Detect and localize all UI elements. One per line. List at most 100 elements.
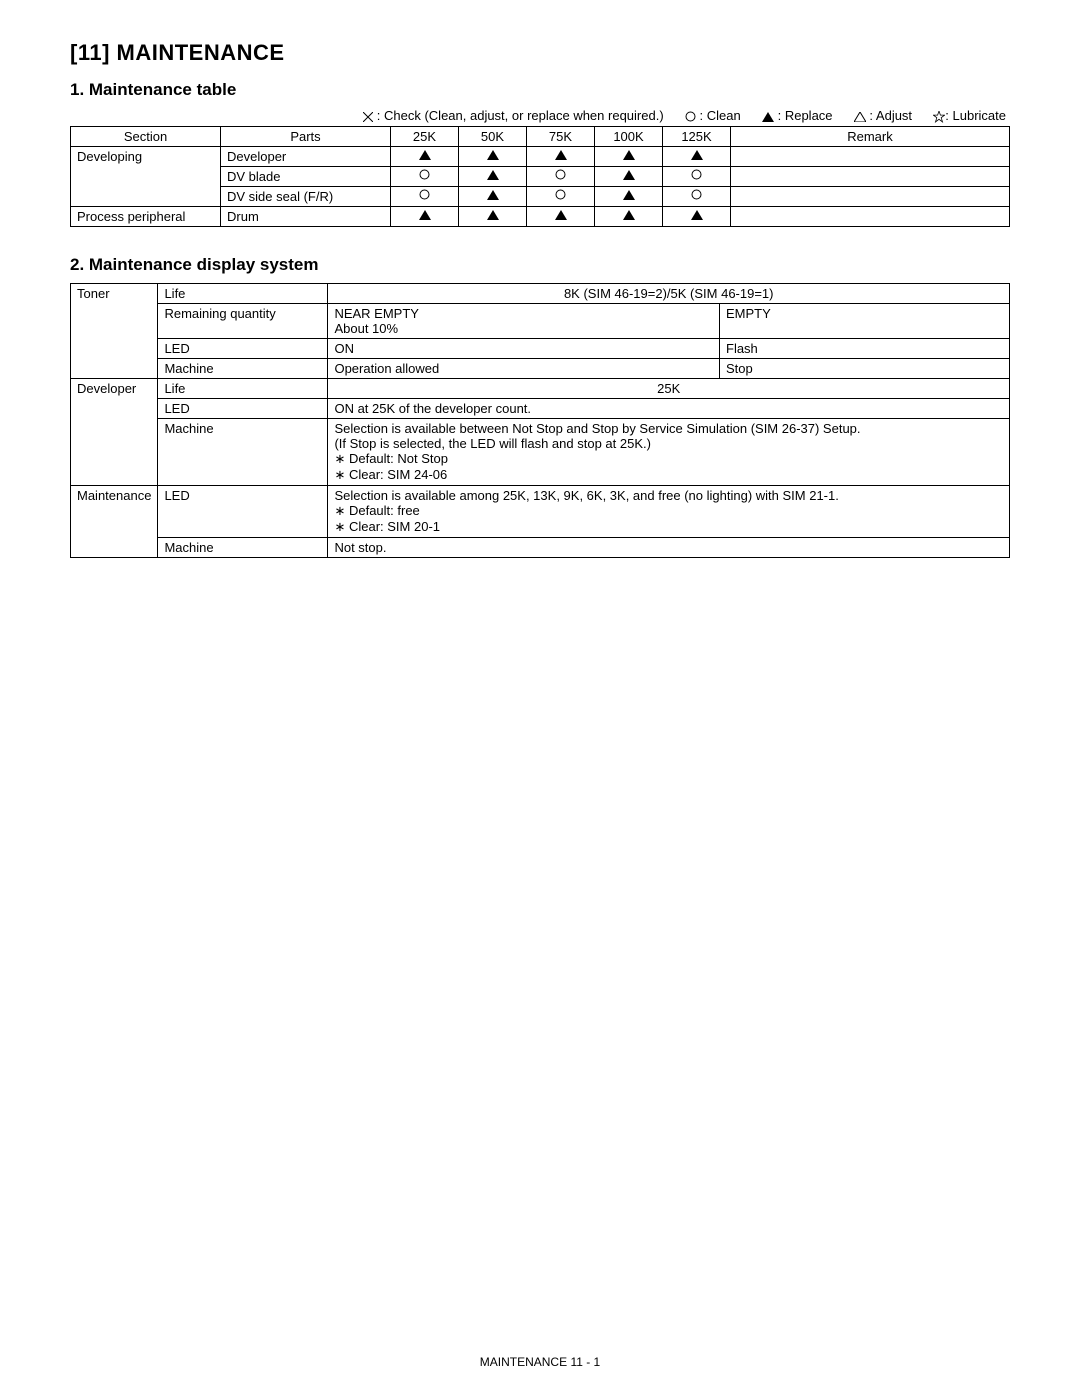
cell-parts: Developer — [221, 147, 391, 167]
toner-label: Toner — [71, 284, 158, 379]
cell-section: Process peripheral — [71, 207, 221, 227]
th-25k: 25K — [391, 127, 459, 147]
cell-symbol — [391, 187, 459, 207]
cell-symbol — [663, 167, 731, 187]
developer-machine-label: Machine — [158, 419, 328, 486]
developer-machine-line1: Selection is available between Not Stop … — [334, 421, 1003, 436]
triangle-fill-icon — [762, 112, 774, 122]
maintenance-table: Section Parts 25K 50K 75K 100K 125K Rema… — [70, 126, 1010, 227]
th-125k: 125K — [663, 127, 731, 147]
toner-led-right: Flash — [720, 339, 1010, 359]
maintenance-led-line1: Selection is available among 25K, 13K, 9… — [334, 488, 1003, 503]
cell-symbol — [595, 167, 663, 187]
cell-symbol — [595, 147, 663, 167]
cross-icon — [363, 112, 373, 122]
th-50k: 50K — [459, 127, 527, 147]
cell-symbol — [459, 167, 527, 187]
cell-symbol — [595, 207, 663, 227]
triangle-fill-icon — [419, 150, 431, 160]
toner-life-label: Life — [158, 284, 328, 304]
circle-icon — [685, 111, 696, 122]
toner-led-label: LED — [158, 339, 328, 359]
table-row: Process peripheralDrum — [71, 207, 1010, 227]
cell-symbol — [663, 207, 731, 227]
circle-icon — [555, 169, 566, 180]
developer-life-label: Life — [158, 379, 328, 399]
circle-icon — [419, 169, 430, 180]
triangle-fill-icon — [623, 150, 635, 160]
th-remark: Remark — [731, 127, 1010, 147]
circle-icon — [555, 189, 566, 200]
cell-symbol — [527, 187, 595, 207]
maintenance-led-value: Selection is available among 25K, 13K, 9… — [328, 486, 1010, 538]
cell-symbol — [459, 147, 527, 167]
toner-machine-label: Machine — [158, 359, 328, 379]
toner-machine-left: Operation allowed — [328, 359, 720, 379]
toner-rq-left-2: About 10% — [334, 321, 713, 336]
legend-replace: : Replace — [778, 108, 833, 123]
legend-lubricate: : Lubricate — [945, 108, 1006, 123]
developer-machine-bullet2: Clear: SIM 24-06 — [334, 467, 1003, 483]
th-100k: 100K — [595, 127, 663, 147]
cell-symbol — [459, 207, 527, 227]
th-section: Section — [71, 127, 221, 147]
cell-symbol — [391, 147, 459, 167]
triangle-fill-icon — [487, 210, 499, 220]
triangle-fill-icon — [691, 150, 703, 160]
circle-icon — [419, 189, 430, 200]
toner-machine-right: Stop — [720, 359, 1010, 379]
th-75k: 75K — [527, 127, 595, 147]
maintenance-led-label: LED — [158, 486, 328, 538]
developer-led-label: LED — [158, 399, 328, 419]
cell-symbol — [527, 167, 595, 187]
triangle-fill-icon — [623, 210, 635, 220]
cell-symbol — [663, 187, 731, 207]
cell-remark — [731, 147, 1010, 167]
triangle-fill-icon — [487, 170, 499, 180]
cell-remark — [731, 207, 1010, 227]
cell-symbol — [595, 187, 663, 207]
cell-symbol — [391, 167, 459, 187]
developer-label: Developer — [71, 379, 158, 486]
triangle-fill-icon — [623, 170, 635, 180]
triangle-open-icon — [854, 112, 866, 122]
circle-icon — [691, 189, 702, 200]
triangle-fill-icon — [555, 150, 567, 160]
developer-machine-line2: (If Stop is selected, the LED will flash… — [334, 436, 1003, 451]
chapter-title: [11] MAINTENANCE — [70, 40, 1010, 66]
section2-title: 2. Maintenance display system — [70, 255, 1010, 275]
developer-life-value: 25K — [328, 379, 1010, 399]
th-parts: Parts — [221, 127, 391, 147]
legend-adjust: : Adjust — [869, 108, 912, 123]
cell-symbol — [527, 147, 595, 167]
toner-life-value: 8K (SIM 46-19=2)/5K (SIM 46-19=1) — [328, 284, 1010, 304]
cell-parts: Drum — [221, 207, 391, 227]
triangle-fill-icon — [555, 210, 567, 220]
maintenance-label: Maintenance — [71, 486, 158, 558]
developer-machine-value: Selection is available between Not Stop … — [328, 419, 1010, 486]
toner-rq-left: NEAR EMPTY About 10% — [328, 304, 720, 339]
maintenance-led-bullet1: Default: free — [334, 503, 1003, 519]
display-system-table: Toner Life 8K (SIM 46-19=2)/5K (SIM 46-1… — [70, 283, 1010, 558]
toner-rq-right: EMPTY — [720, 304, 1010, 339]
developer-machine-bullet1: Default: Not Stop — [334, 451, 1003, 467]
legend: : Check (Clean, adjust, or replace when … — [70, 108, 1010, 123]
cell-parts: DV side seal (F/R) — [221, 187, 391, 207]
triangle-fill-icon — [487, 150, 499, 160]
section1-title: 1. Maintenance table — [70, 80, 1010, 100]
table-header-row: Section Parts 25K 50K 75K 100K 125K Rema… — [71, 127, 1010, 147]
triangle-fill-icon — [623, 190, 635, 200]
toner-led-left: ON — [328, 339, 720, 359]
cell-symbol — [391, 207, 459, 227]
developer-led-value: ON at 25K of the developer count. — [328, 399, 1010, 419]
maintenance-machine-value: Not stop. — [328, 538, 1010, 558]
cell-symbol — [663, 147, 731, 167]
maintenance-machine-label: Machine — [158, 538, 328, 558]
cell-remark — [731, 187, 1010, 207]
circle-icon — [691, 169, 702, 180]
cell-section: Developing — [71, 147, 221, 207]
cell-remark — [731, 167, 1010, 187]
triangle-fill-icon — [487, 190, 499, 200]
toner-rq-label: Remaining quantity — [158, 304, 328, 339]
star-icon — [933, 111, 945, 123]
